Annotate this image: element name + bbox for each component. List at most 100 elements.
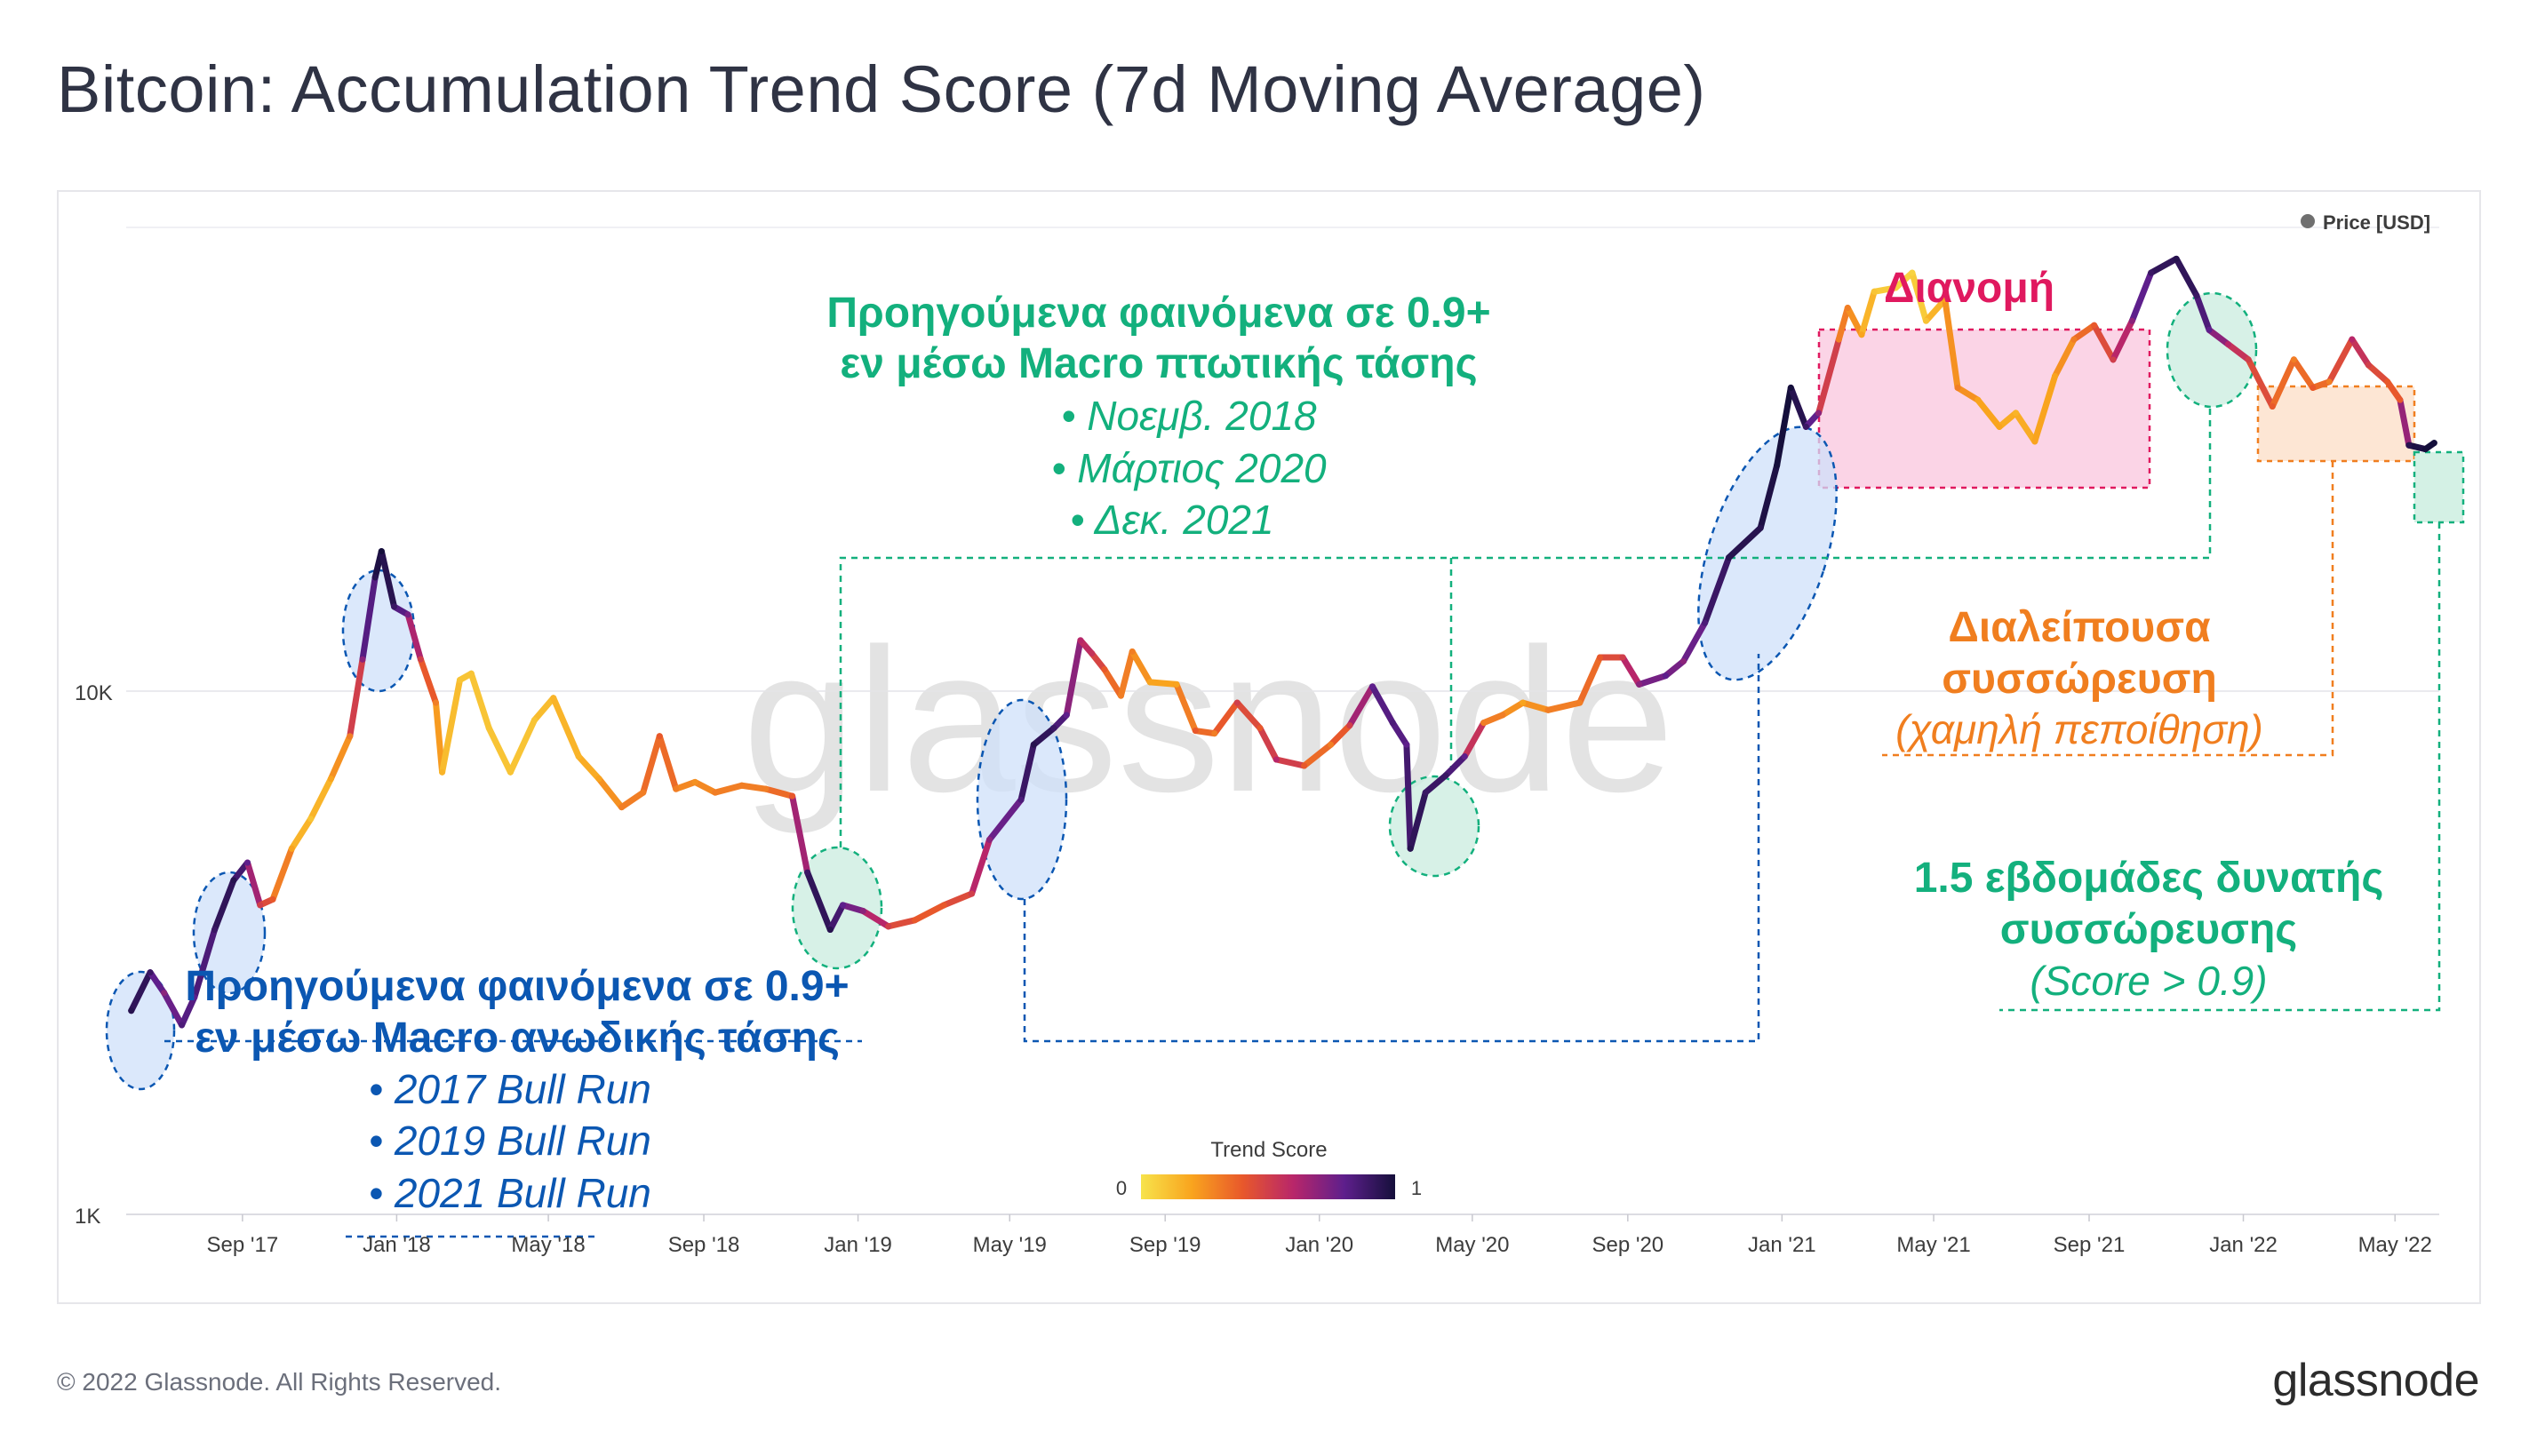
price-segment — [2384, 378, 2404, 403]
footer-copyright: © 2022 Glassnode. All Rights Reserved. — [57, 1368, 502, 1396]
price-point — [2365, 362, 2372, 369]
price-segment — [885, 917, 919, 930]
price-point — [257, 902, 264, 909]
price-segment — [1726, 524, 1764, 561]
price-segment — [640, 733, 663, 796]
price-segment — [2052, 336, 2078, 379]
price-segment — [1662, 657, 1687, 680]
price-point — [1892, 284, 1899, 291]
price-point — [1499, 712, 1506, 719]
price-point — [2245, 356, 2252, 363]
price-segment — [1787, 384, 1809, 430]
price-point — [1389, 720, 1396, 727]
price-point — [2349, 336, 2356, 343]
price-point — [432, 699, 439, 706]
price-point — [2384, 378, 2391, 386]
price-point — [1679, 657, 1687, 664]
price-point — [378, 548, 385, 555]
bear-connector-line — [839, 407, 2212, 847]
price-point — [550, 695, 557, 702]
price-segment — [507, 717, 538, 776]
price-segment — [2148, 255, 2180, 276]
strong-annotation: 1.5 εβδομάδες δυνατής συσσώρευσης (Score… — [1914, 855, 2384, 1004]
price-point — [1117, 692, 1124, 699]
price-segment — [179, 994, 198, 1029]
price-segment — [1774, 384, 1794, 469]
price-point — [1328, 741, 1335, 748]
intermittent-line3: (χαμηλή πεποίθηση) — [1895, 706, 2263, 752]
price-segment — [1619, 654, 1643, 688]
price-point — [161, 990, 168, 997]
price-point — [1129, 648, 1136, 655]
price-point — [1726, 554, 1733, 561]
brand-logo: glassnode — [2272, 1355, 2479, 1406]
ellipse-nov-2018 — [791, 846, 883, 970]
price-point — [2052, 372, 2059, 379]
y-axis: 1K 10K — [75, 681, 113, 1229]
price-segment — [2091, 322, 2117, 363]
bull-item-3: • 2021 Bull Run — [369, 1170, 651, 1216]
price-segment — [826, 902, 847, 934]
price-point — [439, 768, 446, 776]
price-point — [1403, 741, 1410, 748]
price-segment — [1480, 712, 1506, 727]
price-point — [1407, 845, 1414, 852]
price-point — [1301, 762, 1308, 769]
x-tick-label: Sep '19 — [1129, 1233, 1201, 1257]
price-segment — [2070, 322, 2098, 343]
price-point — [1844, 305, 1851, 312]
price-point — [712, 789, 719, 796]
price-point — [179, 1022, 186, 1029]
price-segment — [432, 699, 446, 776]
price-segment — [1544, 699, 1584, 713]
x-tick-label: Jan '20 — [1285, 1233, 1353, 1257]
price-point — [940, 902, 947, 909]
price-point — [457, 676, 464, 683]
price-segment — [439, 676, 464, 776]
price-segment — [327, 733, 354, 783]
price-point — [640, 789, 647, 796]
x-tick-label: May '22 — [2358, 1233, 2432, 1257]
price-segment — [1996, 410, 2019, 430]
price-point — [1576, 699, 1584, 706]
ellipse-dec-2021 — [2166, 291, 2258, 409]
price-segment — [2206, 326, 2231, 348]
bear-item-3: • Δεκ. 2021 — [1070, 497, 1273, 543]
price-segment — [1520, 699, 1552, 713]
price-point — [191, 994, 198, 1001]
x-tick-label: May '18 — [511, 1233, 585, 1257]
strong-accumulation-zone — [2413, 450, 2465, 524]
price-point — [1146, 679, 1153, 686]
price-point — [1757, 524, 1764, 531]
price-point — [2173, 255, 2180, 262]
price-segment — [762, 785, 796, 800]
price-segment — [1301, 741, 1335, 769]
price-point — [2310, 384, 2317, 391]
price-segment — [2193, 292, 2213, 333]
price-segment — [1192, 728, 1218, 737]
price-segment — [789, 792, 811, 876]
price-point — [859, 907, 866, 914]
price-segment — [288, 816, 315, 852]
price-point — [2012, 410, 2019, 417]
price-segment — [1346, 683, 1376, 729]
price-point — [1050, 725, 1057, 732]
price-segment — [2128, 269, 2155, 324]
price-point — [912, 917, 919, 924]
colorbar-max-label: 1 — [1411, 1177, 1422, 1199]
price-segment — [1909, 269, 1930, 324]
price-segment — [1858, 288, 1878, 338]
price-segment — [147, 969, 168, 997]
bull-heading-line2: εν μέσω Macro ανωδικής τάσης — [195, 1014, 840, 1062]
legend[interactable]: Price [USD] — [2301, 211, 2430, 234]
y-tick-label: 1K — [75, 1205, 100, 1229]
price-segment — [2269, 356, 2297, 410]
price-segment — [1975, 396, 2003, 430]
price-point — [1063, 712, 1070, 719]
price-segment — [738, 782, 770, 792]
price-point — [2326, 378, 2333, 386]
price-point — [1597, 654, 1604, 661]
price-point — [2397, 396, 2404, 403]
price-segment — [1923, 296, 1949, 324]
price-segment — [1636, 672, 1669, 688]
